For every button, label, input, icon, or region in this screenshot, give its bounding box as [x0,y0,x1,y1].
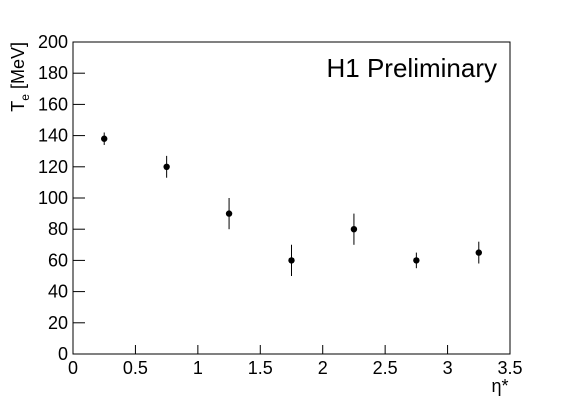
y-tick-label: 20 [48,313,68,333]
y-tick-label: 140 [38,126,68,146]
x-tick-label: 2.5 [373,358,398,378]
x-tick-label: 3 [443,358,453,378]
data-point [350,226,358,233]
y-tick-label: 200 [38,32,68,52]
y-tick-label: 0 [58,344,68,364]
y-axis-label: Te [MeV] [8,42,32,112]
data-point [288,257,295,264]
x-tick-label: 3.5 [497,358,522,378]
data-point [413,257,420,264]
y-tick-label: 40 [48,282,68,302]
y-label-unit: [MeV] [8,42,28,89]
y-tick-label: 80 [48,219,68,239]
data-point [163,163,170,170]
y-tick-label: 60 [48,250,68,270]
data-point [101,135,108,142]
data-point [225,210,233,217]
y-label-sub: e [18,94,32,101]
y-tick-label: 100 [38,188,68,208]
y-tick-label: 180 [38,63,68,83]
x-tick-label: 1.5 [248,358,273,378]
x-axis-label: η* [491,376,508,396]
annotation: H1 Preliminary [327,53,498,83]
data-point [475,249,482,256]
y-tick-label: 160 [38,94,68,114]
y-tick-label: 120 [38,157,68,177]
x-tick-label: 2 [318,358,328,378]
x-tick-label: 0 [68,358,78,378]
x-tick-label: 0.5 [123,358,148,378]
x-tick-label: 1 [193,358,203,378]
y-label-main: T [8,101,28,112]
